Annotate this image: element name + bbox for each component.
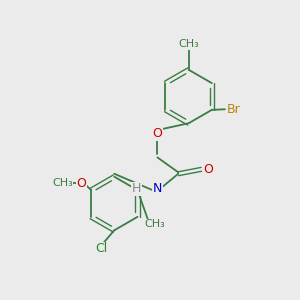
Text: H: H (132, 182, 141, 195)
Text: CH₃: CH₃ (145, 219, 165, 229)
Text: N: N (153, 182, 162, 195)
Text: Cl: Cl (95, 242, 107, 255)
Text: Br: Br (227, 103, 241, 116)
Text: CH₃: CH₃ (52, 178, 73, 188)
Text: O: O (152, 127, 162, 140)
Text: O: O (203, 163, 213, 176)
Text: CH₃: CH₃ (178, 40, 199, 50)
Text: O: O (77, 177, 87, 190)
